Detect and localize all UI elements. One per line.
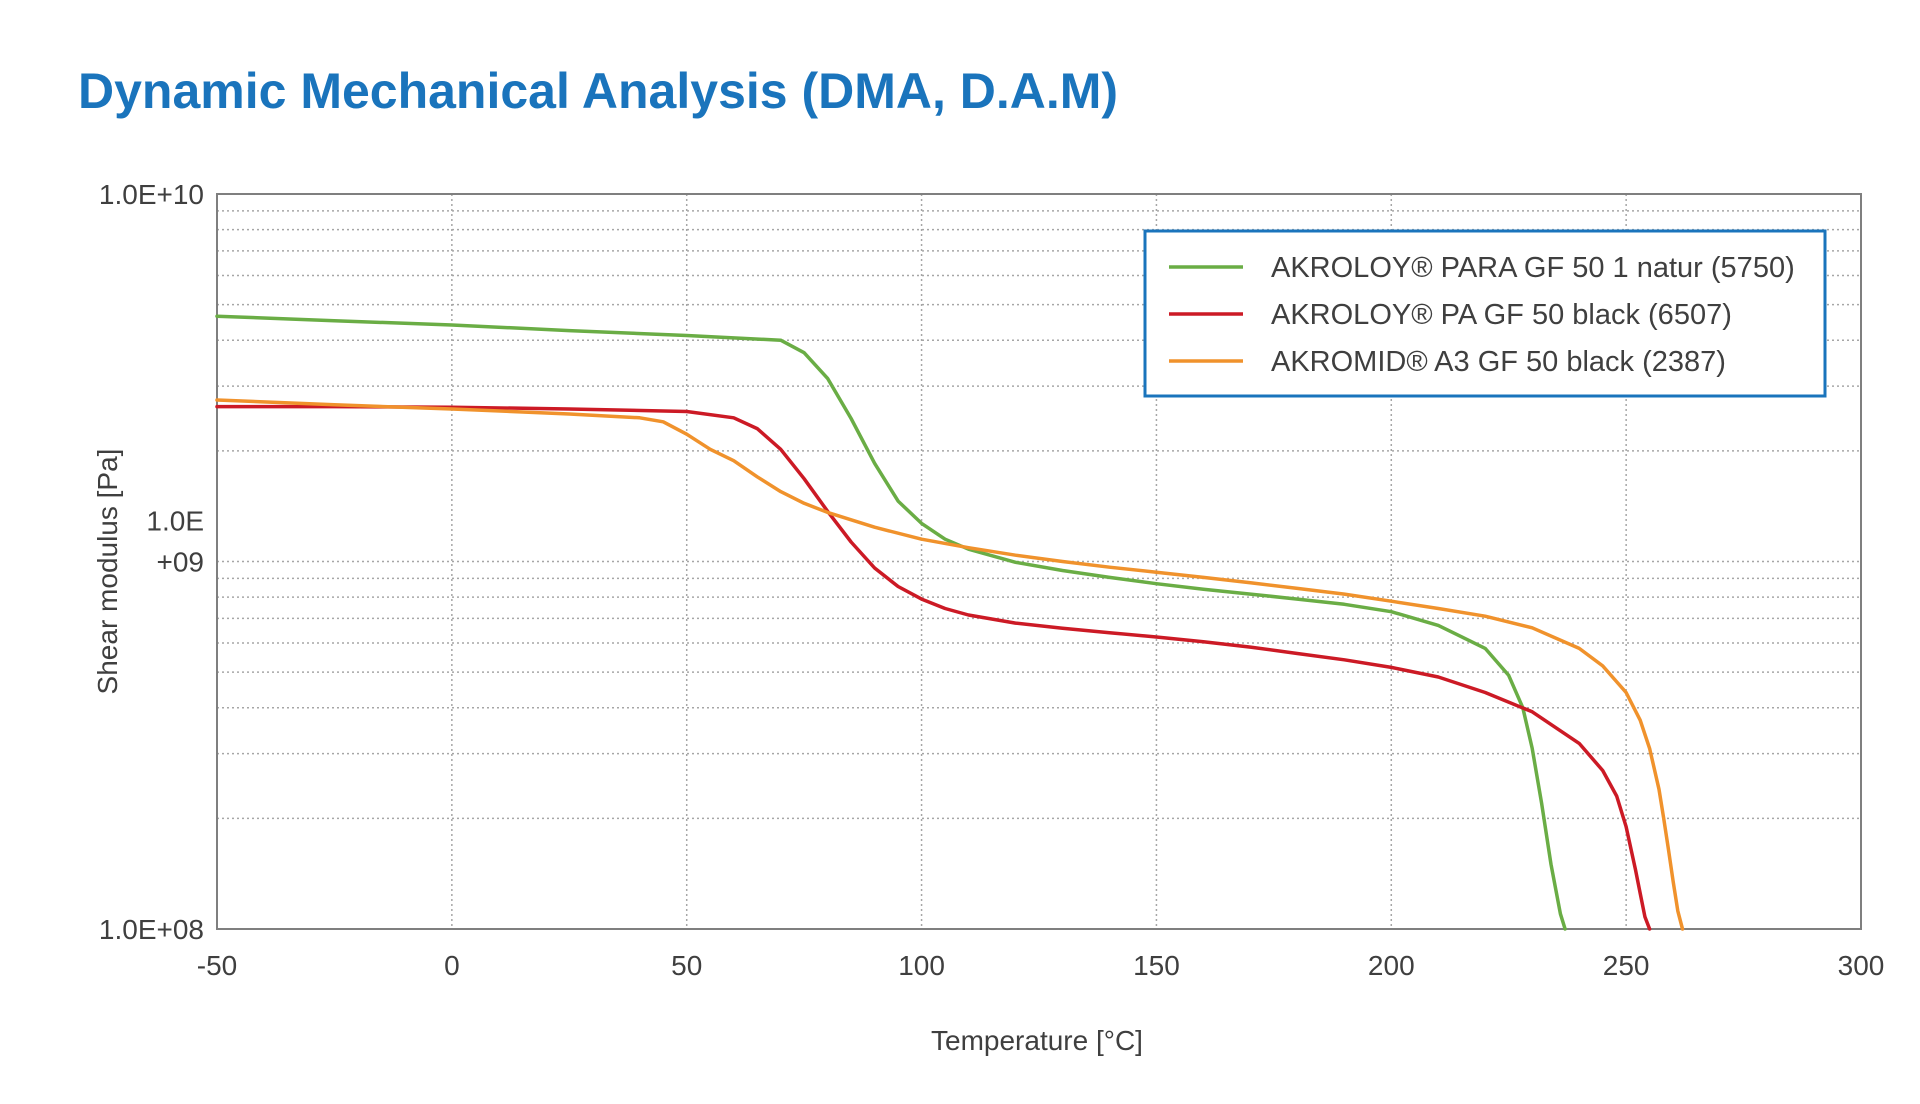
legend-items: AKROLOY® PARA GF 50 1 natur (5750) AKROLO… xyxy=(1169,252,1795,378)
x-tick-label: 200 xyxy=(1368,950,1415,981)
page-title: Dynamic Mechanical Analysis (DMA, D.A.M) xyxy=(78,63,1119,119)
legend: AKROLOY® PARA GF 50 1 natur (5750) AKROLO… xyxy=(1143,229,1827,398)
x-tick-label: 250 xyxy=(1603,950,1650,981)
legend-box xyxy=(1143,229,1827,398)
legend-item: AKROLOY® PA GF 50 black (6507) xyxy=(1169,299,1732,331)
legend-label: AKROLOY® PARA GF 50 1 natur (5750) xyxy=(1271,252,1795,284)
series-line-3 xyxy=(215,398,1685,931)
series-line-2 xyxy=(215,404,1652,931)
y-axis-ticks: 1.0E+10 1.0E +09 1.0E+08 xyxy=(99,179,204,945)
y-axis-title: Shear modulus [Pa] xyxy=(92,449,123,695)
y-tick-label: 1.0E+08 xyxy=(99,914,204,945)
x-tick-label: 0 xyxy=(444,950,460,981)
x-axis-ticks: -50 0 50 100 150 200 250 300 xyxy=(197,950,1885,981)
x-tick-label: -50 xyxy=(197,950,237,981)
legend-label: AKROLOY® PA GF 50 black (6507) xyxy=(1271,299,1732,331)
legend-label: AKROMID® A3 GF 50 black (2387) xyxy=(1271,346,1726,378)
legend-item: AKROLOY® PARA GF 50 1 natur (5750) xyxy=(1169,252,1795,284)
x-tick-label: 150 xyxy=(1133,950,1180,981)
series-line-1 xyxy=(215,314,1567,931)
plot-frame xyxy=(216,193,1862,930)
y-tick-label: 1.0E+10 xyxy=(99,179,204,210)
x-axis-title: Temperature [°C] xyxy=(931,1025,1143,1056)
series-layer xyxy=(215,314,1685,931)
legend-item: AKROMID® A3 GF 50 black (2387) xyxy=(1169,346,1726,378)
y-tick-label: 1.0E +09 xyxy=(146,506,204,578)
x-tick-label: 100 xyxy=(898,950,945,981)
x-tick-label: 50 xyxy=(671,950,702,981)
x-tick-label: 300 xyxy=(1838,950,1885,981)
